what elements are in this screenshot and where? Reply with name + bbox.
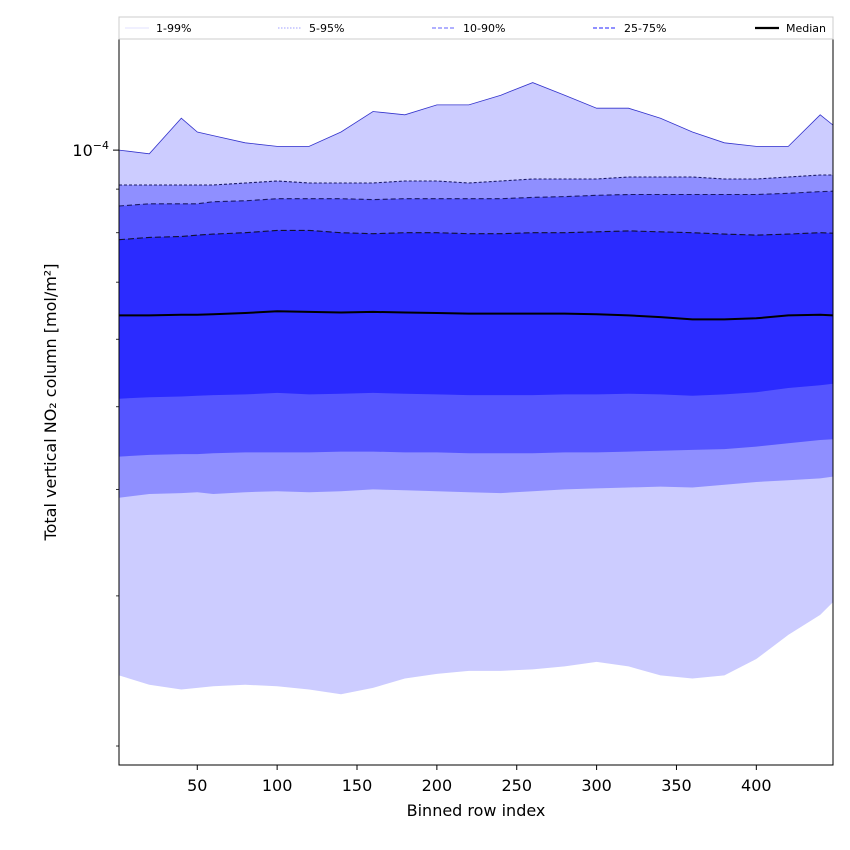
band-upper-edge-25-75 xyxy=(119,229,833,241)
x-tick-label: 350 xyxy=(661,776,692,795)
legend-label-median: Median xyxy=(786,22,826,35)
x-tick-label: 250 xyxy=(501,776,532,795)
x-tick-label: 150 xyxy=(342,776,373,795)
legend-label-25-75: 25-75% xyxy=(624,22,666,35)
x-tick-label: 100 xyxy=(262,776,293,795)
plot-area xyxy=(119,82,833,695)
x-tick-label: 400 xyxy=(741,776,772,795)
plot-series-group xyxy=(119,82,833,695)
y-axis-label: Total vertical NO₂ column [mol/m²] xyxy=(41,264,60,542)
x-tick-label: 200 xyxy=(422,776,453,795)
band-upper-edge-1-99 xyxy=(119,82,833,155)
band-upper-edge-5-95 xyxy=(119,174,833,186)
y-tick-label: 10−4 xyxy=(72,139,109,160)
legend-label-10-90: 10-90% xyxy=(463,22,505,35)
median-line xyxy=(119,310,833,321)
legend-box xyxy=(118,16,834,40)
x-tick-label: 50 xyxy=(187,776,207,795)
x-tick-label: 300 xyxy=(581,776,612,795)
legend: 1-99% 5-95% 10-90% 25-75% Median xyxy=(118,16,834,40)
legend-label-5-95: 5-95% xyxy=(309,22,344,35)
x-axis-label: Binned row index xyxy=(407,801,546,820)
legend-label-1-99: 1-99% xyxy=(156,22,191,35)
